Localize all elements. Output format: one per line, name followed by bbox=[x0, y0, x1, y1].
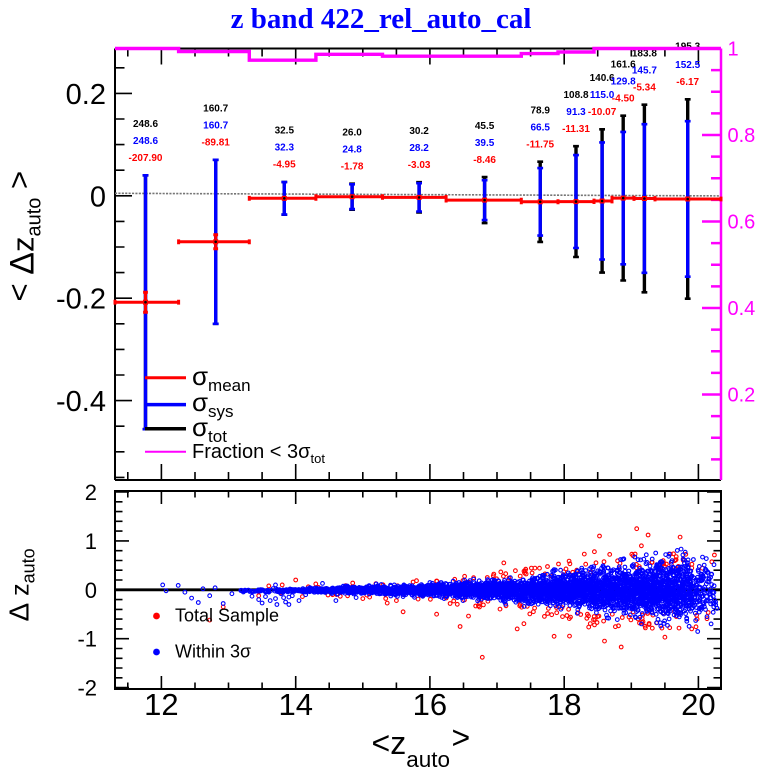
svg-text:0.2: 0.2 bbox=[66, 79, 106, 111]
svg-text:1: 1 bbox=[85, 529, 97, 554]
svg-text:39.5: 39.5 bbox=[475, 138, 495, 149]
svg-text:160.7: 160.7 bbox=[203, 104, 228, 115]
svg-text:-0.4: -0.4 bbox=[56, 386, 106, 418]
svg-text:-1.78: -1.78 bbox=[341, 161, 364, 172]
svg-text:-207.90: -207.90 bbox=[129, 153, 163, 164]
svg-text:< Δzauto >: < Δzauto > bbox=[2, 171, 46, 302]
svg-text:-11.31: -11.31 bbox=[562, 124, 590, 135]
svg-text:-11.75: -11.75 bbox=[526, 139, 554, 150]
svg-text:30.2: 30.2 bbox=[409, 126, 429, 137]
svg-text:140.6: 140.6 bbox=[590, 73, 615, 84]
svg-text:-89.81: -89.81 bbox=[202, 138, 231, 149]
svg-text:66.5: 66.5 bbox=[530, 122, 550, 133]
svg-text:26.0: 26.0 bbox=[342, 127, 362, 138]
svg-text:0.8: 0.8 bbox=[728, 125, 756, 147]
svg-text:-2: -2 bbox=[77, 676, 97, 701]
svg-text:183.8: 183.8 bbox=[632, 48, 657, 59]
svg-text:28.2: 28.2 bbox=[409, 143, 429, 154]
svg-text:108.8: 108.8 bbox=[563, 90, 588, 101]
svg-text:-0.2: -0.2 bbox=[56, 284, 106, 316]
svg-text:129.8: 129.8 bbox=[611, 76, 636, 87]
svg-text:z band 422_rel_auto_cal: z band 422_rel_auto_cal bbox=[231, 3, 532, 35]
svg-text:45.5: 45.5 bbox=[475, 121, 495, 132]
svg-text:Within 3σ: Within 3σ bbox=[175, 642, 251, 662]
svg-text:Total Sample: Total Sample bbox=[175, 606, 279, 626]
svg-text:115.0: 115.0 bbox=[590, 90, 615, 101]
svg-text:-1: -1 bbox=[77, 627, 97, 652]
svg-text:-5.34: -5.34 bbox=[633, 82, 656, 93]
svg-text:0.6: 0.6 bbox=[728, 212, 756, 234]
svg-text:161.6: 161.6 bbox=[611, 59, 636, 70]
svg-text:160.7: 160.7 bbox=[203, 121, 228, 132]
svg-text:14: 14 bbox=[278, 687, 312, 722]
svg-text:18: 18 bbox=[547, 687, 581, 722]
svg-text:32.5: 32.5 bbox=[275, 126, 295, 137]
svg-text:20: 20 bbox=[681, 687, 715, 722]
svg-text:-3.03: -3.03 bbox=[408, 160, 431, 171]
svg-text:Fraction < 3σtot: Fraction < 3σtot bbox=[192, 441, 325, 466]
svg-text:-10.07: -10.07 bbox=[588, 107, 617, 118]
svg-text:-6.17: -6.17 bbox=[676, 77, 699, 88]
svg-text:24.8: 24.8 bbox=[342, 144, 362, 155]
svg-text:12: 12 bbox=[144, 687, 178, 722]
svg-text:Δ zauto: Δ zauto bbox=[4, 548, 39, 621]
svg-text:-8.46: -8.46 bbox=[473, 155, 496, 166]
svg-text:0.4: 0.4 bbox=[728, 298, 756, 320]
svg-text:152.5: 152.5 bbox=[675, 60, 700, 71]
svg-text:32.3: 32.3 bbox=[275, 143, 295, 154]
svg-text:78.9: 78.9 bbox=[530, 105, 550, 116]
svg-text:16: 16 bbox=[413, 687, 447, 722]
svg-text:0.2: 0.2 bbox=[728, 385, 756, 407]
svg-text:-4.95: -4.95 bbox=[273, 160, 296, 171]
svg-text:91.3: 91.3 bbox=[566, 107, 586, 118]
svg-text:1: 1 bbox=[728, 39, 739, 61]
svg-text:2: 2 bbox=[85, 480, 97, 505]
svg-text:248.6: 248.6 bbox=[133, 119, 158, 130]
svg-text:145.7: 145.7 bbox=[632, 65, 657, 76]
svg-text:0: 0 bbox=[85, 578, 97, 603]
svg-text:-4.50: -4.50 bbox=[612, 93, 635, 104]
svg-text:248.6: 248.6 bbox=[133, 136, 158, 147]
svg-text:0: 0 bbox=[90, 181, 106, 213]
